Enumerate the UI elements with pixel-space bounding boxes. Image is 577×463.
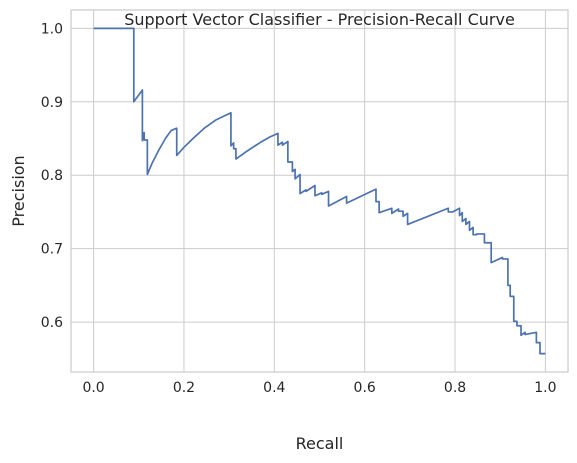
precision-recall-line — [93, 27, 546, 355]
chart-title: Support Vector Classifier - Precision-Re… — [124, 10, 515, 29]
y-axis-label: Precision — [9, 155, 28, 226]
y-tick-label: 0.6 — [41, 315, 63, 331]
series-group — [93, 27, 546, 355]
plot-area-frame — [70, 9, 569, 373]
y-gridlines — [71, 27, 568, 323]
x-axis-label: Recall — [296, 434, 344, 453]
x-tick-label: 0.6 — [354, 380, 376, 396]
y-tick-label: 1.0 — [41, 21, 63, 37]
y-tick-label: 0.7 — [41, 242, 63, 258]
y-tick-label: 0.9 — [41, 95, 63, 111]
x-tick-label: 1.0 — [534, 380, 556, 396]
x-gridlines — [93, 10, 546, 372]
x-tick-label: 0.0 — [82, 380, 104, 396]
y-tick-label: 0.8 — [41, 168, 63, 184]
x-tick-labels: 0.0 0.2 0.4 0.6 0.8 1.0 — [82, 380, 556, 396]
y-tick-labels: 0.6 0.7 0.8 0.9 1.0 — [41, 21, 63, 331]
x-tick-label: 0.4 — [263, 380, 285, 396]
x-tick-label: 0.8 — [444, 380, 466, 396]
x-tick-label: 0.2 — [173, 380, 195, 396]
